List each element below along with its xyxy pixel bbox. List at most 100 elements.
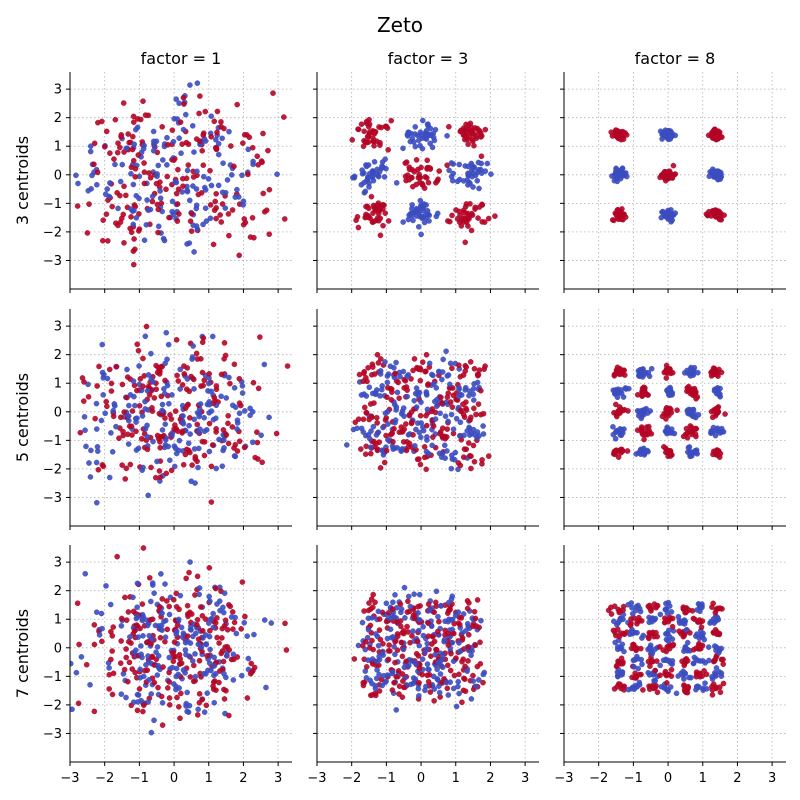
scatter-point — [434, 210, 441, 217]
scatter-point — [614, 364, 621, 371]
scatter-point — [220, 427, 227, 433]
scatter-point — [130, 378, 137, 384]
scatter-point — [126, 417, 132, 424]
scatter-point — [359, 643, 366, 649]
scatter-point — [195, 429, 202, 435]
scatter-point — [705, 644, 712, 650]
scatter-point — [241, 408, 248, 414]
panel-r0-c1: factor = 3 — [313, 49, 539, 293]
scatter-point — [159, 722, 166, 728]
scatter-point — [145, 372, 152, 378]
scatter-point — [700, 658, 706, 664]
scatter-point — [425, 179, 432, 186]
scatter-point — [449, 177, 456, 184]
scatter-point — [652, 667, 659, 674]
scatter-point — [687, 451, 693, 458]
scatter-point — [717, 176, 723, 182]
scatter-point — [109, 448, 116, 455]
scatter-point — [470, 426, 477, 433]
scatter-point — [374, 667, 380, 673]
scatter-point — [123, 192, 129, 199]
scatter-point — [133, 647, 139, 654]
scatter-point — [480, 679, 486, 686]
scatter-point — [423, 466, 430, 473]
scatter-point — [207, 598, 213, 604]
scatter-point — [250, 158, 256, 165]
scatter-point — [358, 446, 364, 452]
scatter-point — [157, 444, 164, 451]
scatter-point — [249, 669, 255, 675]
scatter-point — [192, 651, 198, 657]
scatter-point — [434, 628, 441, 635]
scatter-point — [449, 404, 456, 410]
scatter-point — [209, 333, 216, 340]
scatter-point — [680, 433, 687, 440]
chart-title: Zeto — [377, 13, 423, 37]
scatter-point — [621, 648, 627, 655]
scatter-point — [100, 217, 106, 223]
scatter-point — [614, 410, 620, 416]
scatter-point — [438, 454, 445, 460]
scatter-point — [436, 689, 443, 696]
scatter-point — [435, 368, 442, 375]
scatter-point — [694, 683, 701, 690]
scatter-point — [201, 414, 207, 421]
scatter-point — [408, 420, 415, 427]
scatter-point — [166, 669, 172, 676]
scatter-point — [153, 386, 160, 393]
scatter-point — [128, 214, 134, 220]
scatter-point — [423, 683, 429, 690]
scatter-point — [196, 138, 203, 144]
scatter-point — [416, 665, 423, 672]
scatter-point — [166, 603, 172, 610]
scatter-point — [146, 575, 153, 581]
scatter-point — [427, 140, 433, 147]
scatter-point — [200, 628, 206, 634]
scatter-point — [411, 397, 417, 404]
scatter-point — [423, 133, 429, 139]
scatter-point — [125, 609, 132, 615]
scatter-point — [231, 163, 237, 170]
scatter-point — [460, 656, 467, 662]
scatter-point — [192, 630, 199, 637]
scatter-point — [410, 217, 416, 224]
scatter-point — [425, 211, 432, 217]
scatter-point — [274, 171, 280, 177]
scatter-point — [456, 219, 463, 225]
scatter-point — [159, 610, 165, 617]
scatter-point — [464, 605, 471, 612]
scatter-point — [463, 407, 470, 413]
scatter-point — [352, 419, 359, 426]
scatter-point — [169, 650, 176, 656]
scatter-point — [477, 639, 483, 646]
scatter-point — [372, 685, 379, 692]
y-tick-label: 2 — [54, 348, 62, 363]
scatter-point — [188, 228, 195, 234]
scatter-point — [79, 375, 86, 381]
scatter-point — [99, 237, 106, 244]
scatter-point — [239, 390, 246, 396]
scatter-point — [179, 428, 186, 435]
scatter-point — [139, 601, 146, 607]
scatter-point — [431, 609, 437, 616]
scatter-point — [193, 350, 200, 357]
scatter-point — [185, 162, 192, 168]
scatter-point — [93, 609, 100, 615]
scatter-point — [144, 197, 150, 203]
scatter-point — [221, 590, 228, 596]
scatter-point — [231, 385, 238, 391]
y-tick-label: 3 — [54, 320, 62, 335]
scatter-point — [186, 414, 193, 421]
x-tick-label: −2 — [95, 771, 114, 786]
scatter-point — [470, 623, 476, 630]
scatter-point — [456, 690, 462, 697]
scatter-point — [200, 162, 207, 169]
scatter-point — [400, 678, 406, 684]
scatter-point — [155, 684, 161, 691]
scatter-point — [218, 393, 224, 400]
scatter-point — [430, 423, 437, 429]
scatter-point — [459, 635, 466, 641]
scatter-point — [715, 452, 722, 458]
scatter-point — [392, 370, 398, 377]
scatter-point — [183, 175, 190, 182]
